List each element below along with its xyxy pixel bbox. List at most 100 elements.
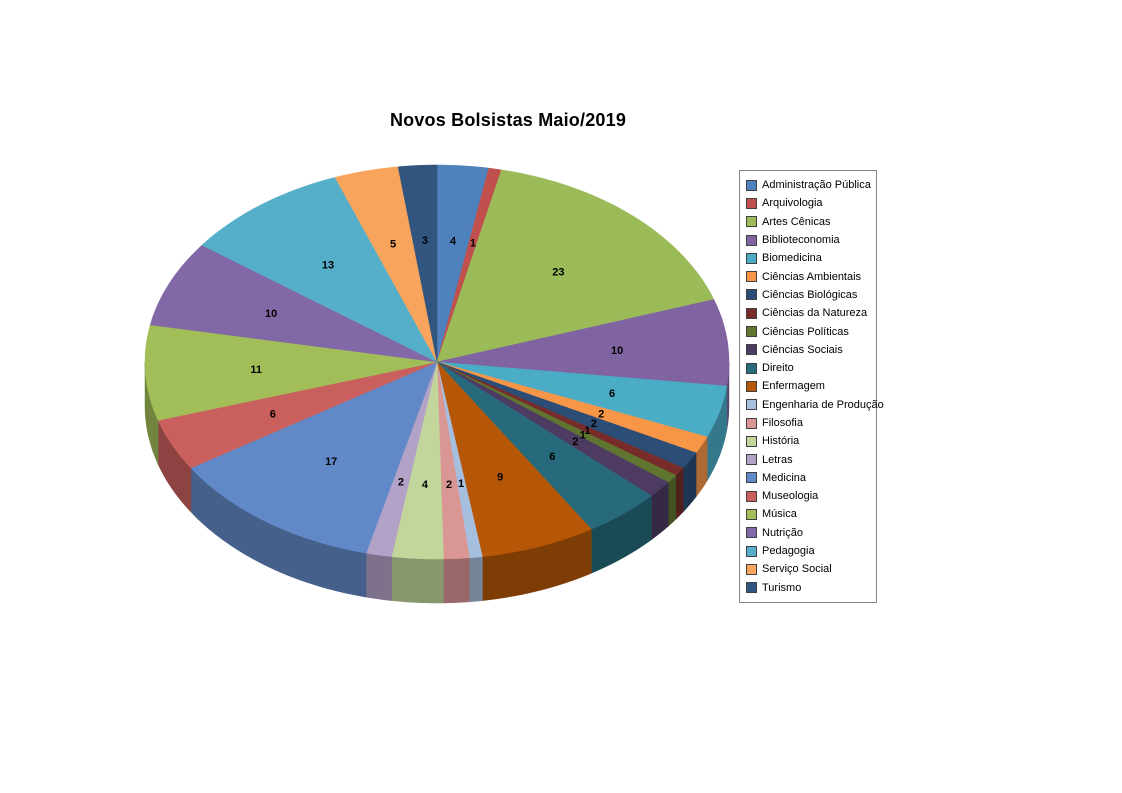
- data-label: 2: [446, 479, 452, 491]
- legend-swatch: [746, 417, 757, 429]
- legend-item[interactable]: Artes Cênicas: [740, 213, 876, 231]
- data-label: 1: [580, 430, 586, 442]
- pie-slice[interactable]: Biblioteconomia: [436, 299, 730, 387]
- pie-slice[interactable]: Ciências Sociais: [436, 361, 669, 497]
- legend-item[interactable]: Ciências Biológicas: [740, 286, 876, 304]
- pie-slice[interactable]: Ciências Ambientais: [436, 361, 708, 454]
- legend-label: Ciências Biológicas: [762, 288, 858, 301]
- legend-swatch: [746, 289, 757, 301]
- legend-swatch: [746, 216, 757, 228]
- legend-item[interactable]: Pedagogia: [740, 542, 876, 560]
- pie-slice[interactable]: Turismo: [397, 164, 438, 363]
- pie-slice[interactable]: Letras: [365, 361, 438, 557]
- legend-swatch: [746, 490, 757, 502]
- data-label: 10: [265, 308, 277, 320]
- legend-label: Arquivologia: [762, 197, 823, 210]
- legend-item[interactable]: Administração Pública: [740, 176, 876, 194]
- pie-slice[interactable]: Música: [144, 324, 438, 421]
- legend-item[interactable]: Nutrição: [740, 524, 876, 542]
- legend-label: Medicina: [762, 471, 807, 484]
- legend-swatch: [746, 271, 757, 283]
- legend-item[interactable]: Turismo: [740, 579, 876, 597]
- legend-swatch: [746, 344, 757, 356]
- legend-item[interactable]: Serviço Social: [740, 560, 876, 578]
- pie-slice-side[interactable]: Engenharia de Produção: [469, 556, 483, 603]
- pie-slice-side[interactable]: Ciências Políticas: [667, 474, 677, 528]
- data-label: 2: [598, 408, 604, 420]
- legend-item[interactable]: Enfermagem: [740, 377, 876, 395]
- pie-slice-side[interactable]: Letras: [365, 552, 392, 601]
- legend-swatch: [746, 582, 757, 594]
- chart-title: Novos Bolsistas Maio/2019: [389, 110, 627, 130]
- legend-swatch: [746, 234, 757, 246]
- legend-item[interactable]: Ciências da Natureza: [740, 304, 876, 322]
- pie-slice-side[interactable]: História: [391, 556, 444, 604]
- legend-label: Pedagogia: [762, 545, 815, 558]
- pie-slice-side[interactable]: Ciências da Natureza: [675, 467, 684, 520]
- legend-swatch: [746, 472, 757, 484]
- pie-slice[interactable]: Pedagogia: [201, 177, 438, 363]
- legend-item[interactable]: Ciências Ambientais: [740, 267, 876, 285]
- legend-swatch: [746, 508, 757, 520]
- legend-item[interactable]: Engenharia de Produção: [740, 396, 884, 414]
- data-label: 2: [591, 418, 597, 430]
- data-label: 9: [497, 472, 503, 484]
- data-label: 4: [450, 235, 457, 247]
- pie-slice[interactable]: Filosofia: [436, 361, 470, 560]
- data-label: 17: [325, 456, 337, 468]
- data-label: 6: [609, 388, 615, 400]
- pie-slice[interactable]: História: [391, 361, 444, 560]
- pie-slice[interactable]: Direito: [436, 361, 652, 530]
- legend-item[interactable]: Arquivologia: [740, 194, 876, 212]
- data-label: 23: [552, 266, 564, 278]
- data-label: 1: [584, 425, 590, 437]
- legend-item[interactable]: Música: [740, 505, 876, 523]
- data-label: 5: [390, 239, 396, 251]
- legend-label: Ciências da Natureza: [762, 307, 868, 320]
- legend-label: Engenharia de Produção: [762, 398, 884, 411]
- legend: Administração Pública Arquivologia Artes C…: [739, 170, 884, 603]
- legend-item[interactable]: Ciências Políticas: [740, 322, 876, 340]
- legend-label: Museologia: [762, 490, 819, 503]
- legend-swatch: [746, 179, 757, 191]
- legend-label: Ciências Ambientais: [762, 270, 862, 283]
- pie-slice[interactable]: Ciências Biológicas: [436, 361, 697, 469]
- legend-swatch: [746, 563, 757, 575]
- legend-item[interactable]: Museologia: [740, 487, 876, 505]
- pie-slice[interactable]: Serviço Social: [334, 166, 438, 363]
- legend-item[interactable]: Medicina: [740, 469, 876, 487]
- legend-swatch: [746, 307, 757, 319]
- data-label: 11: [250, 364, 262, 376]
- legend-item[interactable]: Biblioteconomia: [740, 231, 876, 249]
- legend-item[interactable]: Biomedicina: [740, 249, 876, 267]
- legend-item[interactable]: Direito: [740, 359, 876, 377]
- pie-slice[interactable]: Museologia: [157, 361, 438, 469]
- legend-label: História: [762, 435, 800, 448]
- data-label: 1: [458, 478, 464, 490]
- legend-swatch: [746, 380, 757, 392]
- data-label: 13: [322, 260, 334, 272]
- legend-label: Música: [762, 508, 797, 521]
- legend-label: Artes Cênicas: [762, 215, 831, 228]
- legend-label: Ciências Sociais: [762, 343, 843, 356]
- legend-label: Letras: [762, 453, 793, 466]
- legend-item[interactable]: Letras: [740, 450, 876, 468]
- legend-swatch: [746, 399, 757, 411]
- pie-slice[interactable]: Nutrição: [149, 244, 438, 363]
- data-label: 3: [422, 235, 428, 247]
- legend-swatch: [746, 252, 757, 264]
- pie-slice[interactable]: Enfermagem: [436, 361, 592, 557]
- legend-label: Filosofia: [762, 417, 803, 429]
- legend-swatch: [746, 326, 757, 338]
- data-label: 4: [422, 479, 429, 491]
- pie-slice[interactable]: Artes Cênicas: [436, 169, 715, 363]
- pie-slice-side[interactable]: Filosofia: [443, 557, 470, 604]
- legend-label: Turismo: [762, 581, 802, 594]
- pie-slice[interactable]: Medicina: [190, 361, 438, 554]
- legend-item[interactable]: História: [740, 432, 876, 450]
- pie-slice[interactable]: Biomedicina: [436, 361, 728, 438]
- legend-item[interactable]: Filosofia: [740, 414, 876, 432]
- legend-item[interactable]: Ciências Sociais: [740, 341, 876, 359]
